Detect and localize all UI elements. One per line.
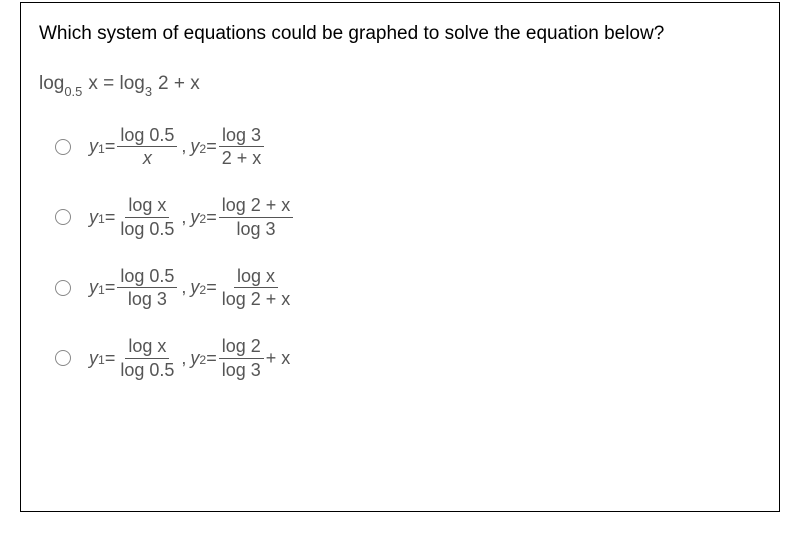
option-4[interactable]: y1 = log x log 0.5 , y2 = log 2 log 3 + …: [39, 336, 761, 380]
option-1[interactable]: y1 = log 0.5 x , y2 = log 3 2 + x: [39, 125, 761, 169]
radio-icon: [55, 350, 71, 366]
fraction: log 0.5 log 3: [117, 266, 177, 310]
fraction: log 2 + x log 3: [219, 195, 294, 239]
rhs-arg: 2 + x: [158, 73, 200, 94]
question-text: Which system of equations could be graph…: [39, 23, 761, 45]
main-equation: log0.5x = log32 + x: [39, 73, 761, 97]
option-3-equation: y1 = log 0.5 log 3 , y2 = log x log 2 + …: [89, 266, 295, 310]
radio-icon: [55, 139, 71, 155]
radio-icon: [55, 209, 71, 225]
option-4-equation: y1 = log x log 0.5 , y2 = log 2 log 3 + …: [89, 336, 290, 380]
option-2[interactable]: y1 = log x log 0.5 , y2 = log 2 + x log …: [39, 195, 761, 239]
fraction: log x log 2 + x: [219, 266, 294, 310]
option-2-equation: y1 = log x log 0.5 , y2 = log 2 + x log …: [89, 195, 295, 239]
option-1-equation: y1 = log 0.5 x , y2 = log 3 2 + x: [89, 125, 266, 169]
fraction: log x log 0.5: [117, 336, 177, 380]
option-3[interactable]: y1 = log 0.5 log 3 , y2 = log x log 2 + …: [39, 266, 761, 310]
fraction: log 2 log 3: [219, 336, 264, 380]
fraction: log x log 0.5: [117, 195, 177, 239]
radio-icon: [55, 280, 71, 296]
question-card: Which system of equations could be graph…: [20, 2, 780, 512]
lhs-arg: x: [88, 73, 98, 94]
fraction: log 3 2 + x: [219, 125, 265, 169]
fraction: log 0.5 x: [117, 125, 177, 169]
